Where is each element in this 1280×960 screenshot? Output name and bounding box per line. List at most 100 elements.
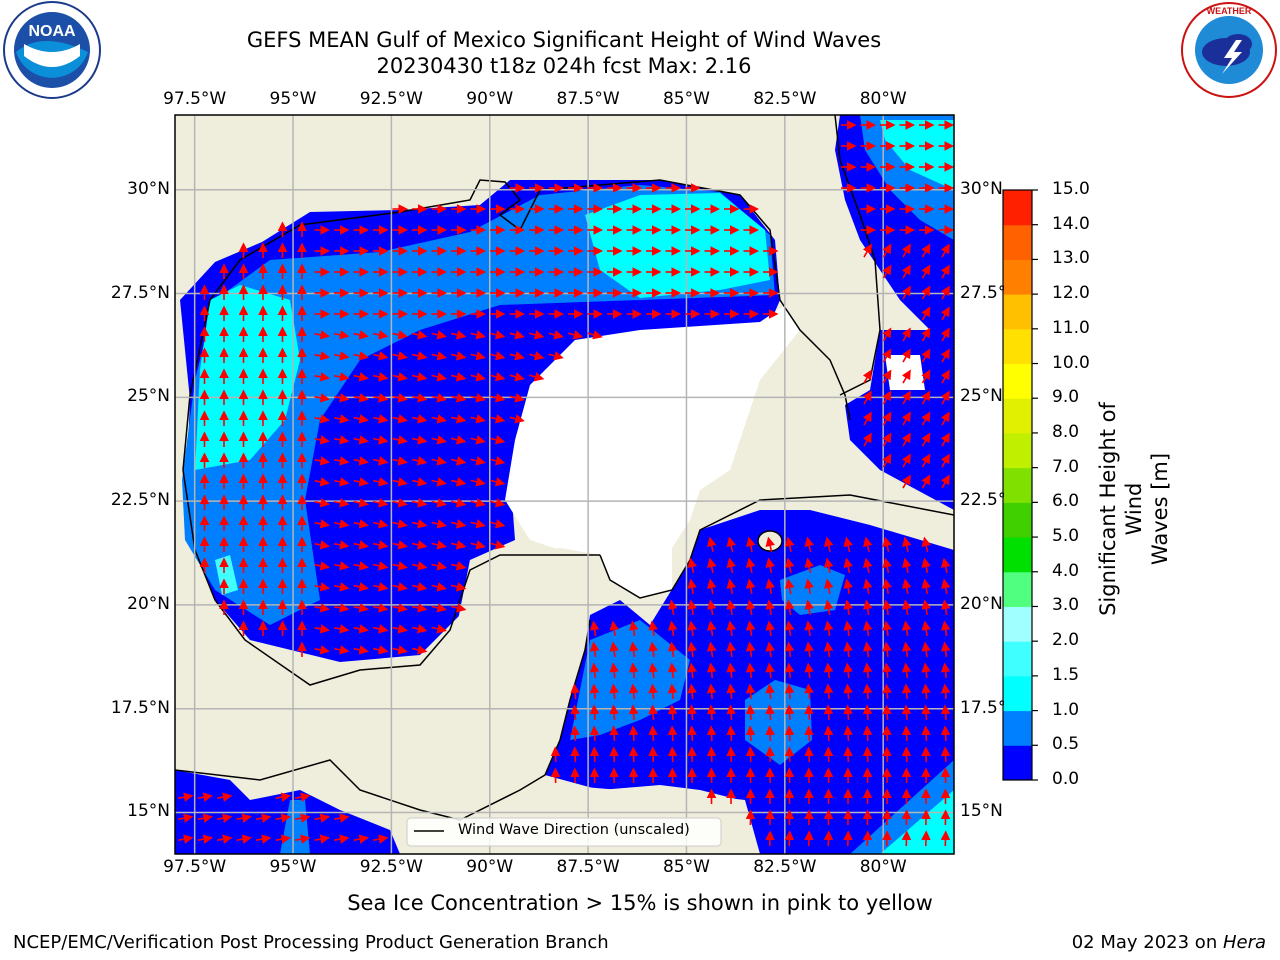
wave-arrow: [862, 432, 872, 447]
wave-arrow: [843, 599, 853, 616]
wave-arrow: [628, 662, 639, 679]
wave-arrow: [450, 477, 467, 487]
sea-ice-note: Sea Ice Concentration > 15% is shown in …: [347, 891, 933, 915]
wave-arrow: [901, 725, 912, 742]
wave-arrow: [216, 834, 233, 844]
wave-arrow: [628, 641, 639, 658]
wave-arrow: [921, 599, 931, 616]
wave-arrow: [901, 641, 912, 658]
wave-arrow: [372, 351, 389, 361]
wave-arrow: [333, 561, 350, 571]
wave-arrow: [392, 498, 408, 508]
wave-arrow: [587, 330, 603, 340]
wave-arrow: [901, 243, 911, 258]
wave-arrow: [863, 557, 873, 574]
wave-arrow: [667, 725, 678, 742]
wave-arrow: [882, 411, 892, 426]
wave-arrow: [411, 582, 428, 592]
wave-arrow: [648, 620, 658, 637]
wave-arrow: [823, 746, 834, 763]
wave-arrow: [411, 519, 428, 529]
map-frame: [175, 115, 954, 854]
wave-arrow: [529, 330, 545, 340]
wave-arrow: [431, 540, 447, 550]
wave-arrow: [726, 746, 736, 763]
wave-arrow: [648, 704, 658, 721]
wave-arrow: [921, 348, 931, 363]
wave-arrow: [314, 498, 330, 508]
colorbar-tick-label: 1.0: [1052, 699, 1080, 720]
wave-arrow: [509, 414, 525, 424]
wave-arrow: [255, 834, 272, 844]
wave-arrow: [726, 683, 736, 700]
lat-tick-label-right: 22.5°N: [960, 490, 1004, 511]
wave-arrow: [609, 620, 619, 637]
wave-arrow: [648, 641, 658, 658]
colorbar-tick-label: 8.0: [1052, 421, 1080, 442]
wave-arrow: [470, 372, 486, 382]
wave-arrow: [353, 519, 369, 529]
wave-arrow: [609, 704, 619, 721]
wave-arrow: [667, 662, 678, 679]
wave-arrow: [882, 746, 892, 763]
colorbar-tick-label: 3.0: [1052, 595, 1080, 616]
lon-tick-label-top: 92.5°W: [359, 89, 423, 109]
wave-arrow: [470, 540, 486, 550]
wave-arrow: [745, 662, 756, 679]
lon-tick-label-bottom: 90°W: [466, 857, 514, 877]
wave-arrow: [921, 557, 931, 574]
wave-arrow: [490, 540, 506, 550]
wave-arrow: [862, 662, 873, 679]
lat-tick-label-left: 30°N: [127, 178, 170, 199]
wave-arrow: [431, 498, 447, 508]
colorbar-segment: [1003, 745, 1032, 781]
wave-arrow: [548, 351, 564, 361]
wave-arrow: [255, 813, 272, 823]
colorbar-label-line2: Waves [m]: [1148, 452, 1172, 566]
colorbar-segment: [1003, 606, 1032, 642]
lon-tick-label-top: 85°W: [662, 89, 710, 109]
lat-tick-label-right: 25°N: [960, 386, 1003, 407]
wave-arrow: [824, 536, 834, 553]
wave-arrow: [784, 725, 795, 742]
wave-arrow: [804, 557, 814, 574]
wave-arrow: [275, 813, 291, 823]
wave-arrow: [392, 624, 408, 634]
wave-arrow: [450, 561, 467, 571]
wave-arrow: [450, 603, 467, 613]
wave-arrow: [940, 327, 950, 342]
wave-arrow: [431, 477, 447, 487]
colorbar-tick-label: 10.0: [1052, 352, 1090, 373]
wave-arrow: [707, 536, 717, 553]
wave-arrow: [314, 540, 330, 550]
wave-arrow: [589, 641, 600, 658]
wave-arrow: [765, 599, 775, 616]
wave-arrow: [333, 372, 350, 382]
wave-arrow: [745, 641, 756, 658]
wave-arrow: [921, 725, 931, 742]
wave-arrow: [431, 519, 447, 529]
wave-arrow: [431, 351, 447, 361]
wind-wave-legend: [406, 817, 722, 847]
wave-arrow: [609, 662, 619, 679]
wave-arrow: [882, 432, 892, 447]
wave-arrow: [765, 683, 775, 700]
wave-arrow: [882, 264, 892, 279]
wave-arrow: [706, 599, 717, 616]
wave-arrow: [687, 683, 697, 700]
wave-arrow: [706, 725, 717, 742]
wave-arrow: [921, 411, 931, 426]
wave-arrow: [921, 536, 931, 553]
wave-arrow: [940, 453, 950, 468]
wave-arrow: [392, 477, 408, 487]
wave-arrow: [901, 474, 911, 489]
wave-arrow: [940, 411, 950, 426]
wave-arrow: [392, 582, 408, 592]
wave-arrow: [901, 746, 912, 763]
wave-arrow: [901, 390, 911, 405]
wave-arrow: [901, 578, 912, 595]
wave-arrow: [353, 393, 369, 403]
wave-arrow: [706, 578, 717, 595]
wave-arrow: [687, 704, 697, 721]
wave-arrow: [843, 536, 853, 553]
